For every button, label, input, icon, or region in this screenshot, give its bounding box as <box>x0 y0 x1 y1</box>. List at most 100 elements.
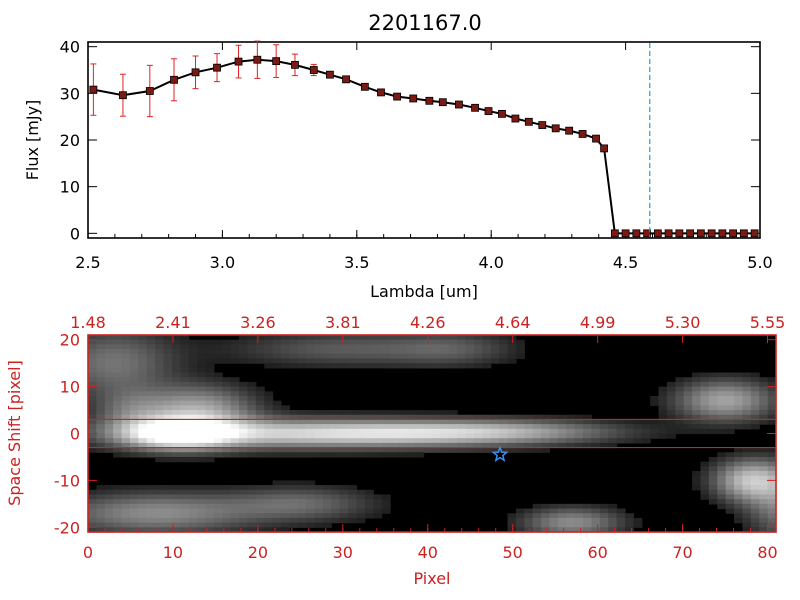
heatmap-cell <box>222 513 232 519</box>
heatmap-cell <box>356 438 366 444</box>
heatmap-cell <box>473 414 483 421</box>
heatmap-cell <box>88 442 97 449</box>
heatmap-cell <box>146 452 156 458</box>
heatmap-cell <box>541 428 551 435</box>
heatmap-cell <box>264 452 274 458</box>
heatmap-cell <box>146 344 156 350</box>
heatmap-cell <box>515 447 525 453</box>
heatmap-cell <box>146 508 156 514</box>
heatmap-cell <box>348 438 358 444</box>
heatmap-cell <box>532 517 542 524</box>
heatmap-cell <box>616 527 626 533</box>
heatmap-cell <box>129 377 139 383</box>
heatmap-cell <box>725 489 735 496</box>
heatmap-cell <box>633 424 643 430</box>
heatmap-cell <box>759 503 769 510</box>
heatmap-cell <box>331 499 341 505</box>
heatmap-cell <box>230 438 240 444</box>
heatmap-cell <box>306 363 316 369</box>
heatmap-cell <box>255 335 265 341</box>
heatmap-cell <box>339 363 349 369</box>
heatmap-cell <box>222 489 232 496</box>
heatmap-cell <box>650 419 660 425</box>
heatmap-cell <box>222 377 232 383</box>
heatmap-cell <box>432 419 441 425</box>
heatmap-cell <box>616 508 626 514</box>
heatmap-cell <box>163 522 173 528</box>
heatmap-cell <box>415 438 425 444</box>
heatmap-cell <box>457 428 467 435</box>
data-point <box>272 57 281 66</box>
heatmap-cell <box>146 395 156 402</box>
heatmap-cell <box>188 419 198 425</box>
heatmap-cell <box>247 494 257 500</box>
heatmap-cell <box>373 410 383 416</box>
heatmap-cell <box>88 433 97 439</box>
heatmap-cell <box>104 508 114 514</box>
spatial-map-chart: 0 10 20 30 40 50 60 70 80 1.48 2.41 3.26 3.81 4.26 4.… <box>5 313 785 588</box>
heatmap-cell <box>121 358 131 364</box>
heatmap-cell <box>188 400 198 406</box>
heatmap-cell <box>700 386 710 392</box>
heatmap-cell <box>398 452 408 458</box>
heatmap-cell <box>658 433 668 439</box>
heatmap-cell <box>406 335 416 341</box>
heatmap-cell <box>272 517 282 524</box>
heatmap-cell <box>247 353 257 360</box>
heatmap-cell <box>398 442 408 449</box>
heatmap-cell <box>155 456 165 463</box>
top-tick-label: 1.48 <box>70 313 106 332</box>
heatmap-cell <box>155 527 165 533</box>
heatmap-cell <box>666 428 676 435</box>
heatmap-cell <box>339 494 349 500</box>
data-point <box>729 229 738 238</box>
heatmap-cell <box>146 522 156 528</box>
heatmap-cell <box>289 358 299 364</box>
heatmap-cell <box>121 377 131 383</box>
heatmap-cell <box>306 335 316 341</box>
heatmap-cell <box>188 494 198 500</box>
heatmap-cell <box>297 499 307 505</box>
heatmap-cell <box>197 442 207 449</box>
heatmap-cell <box>381 499 391 505</box>
heatmap-cell <box>532 424 542 430</box>
heatmap-cell <box>742 400 752 406</box>
heatmap-cell <box>155 513 165 519</box>
heatmap-cell <box>289 452 299 458</box>
heatmap-cell <box>708 410 718 416</box>
heatmap-cell <box>163 377 173 383</box>
heatmap-cell <box>146 438 156 444</box>
heatmap-cell <box>473 424 483 430</box>
heatmap-cell <box>163 339 173 345</box>
heatmap-cell <box>633 438 643 444</box>
heatmap-cell <box>222 522 232 528</box>
heatmap-cell <box>356 335 366 341</box>
heatmap-cell <box>708 489 718 496</box>
heatmap-cell <box>280 349 290 355</box>
heatmap-cell <box>314 410 324 416</box>
heatmap-cell <box>163 503 173 510</box>
heatmap-cell <box>566 438 576 444</box>
heatmap-cell <box>88 428 97 435</box>
heatmap-cell <box>499 419 509 425</box>
heatmap-cell <box>230 414 240 421</box>
heatmap-cell <box>448 424 458 430</box>
heatmap-cell <box>624 517 634 524</box>
heatmap-cell <box>406 452 416 458</box>
heatmap-cell <box>734 489 744 496</box>
heatmap-cell <box>272 353 282 360</box>
heatmap-cell <box>616 428 626 435</box>
x-tick-label: 4.0 <box>478 253 503 272</box>
heatmap-cell <box>373 363 383 369</box>
heatmap-cell <box>608 433 618 439</box>
data-point <box>498 109 506 118</box>
heatmap-cell <box>448 349 458 355</box>
heatmap-cell <box>222 386 232 392</box>
heatmap-cell <box>742 517 752 524</box>
heatmap-cell <box>767 461 777 467</box>
heatmap-cell <box>515 513 525 519</box>
heatmap-cell <box>331 419 341 425</box>
heatmap-cell <box>557 428 567 435</box>
heatmap-cell <box>155 400 165 406</box>
heatmap-cell <box>515 353 525 360</box>
